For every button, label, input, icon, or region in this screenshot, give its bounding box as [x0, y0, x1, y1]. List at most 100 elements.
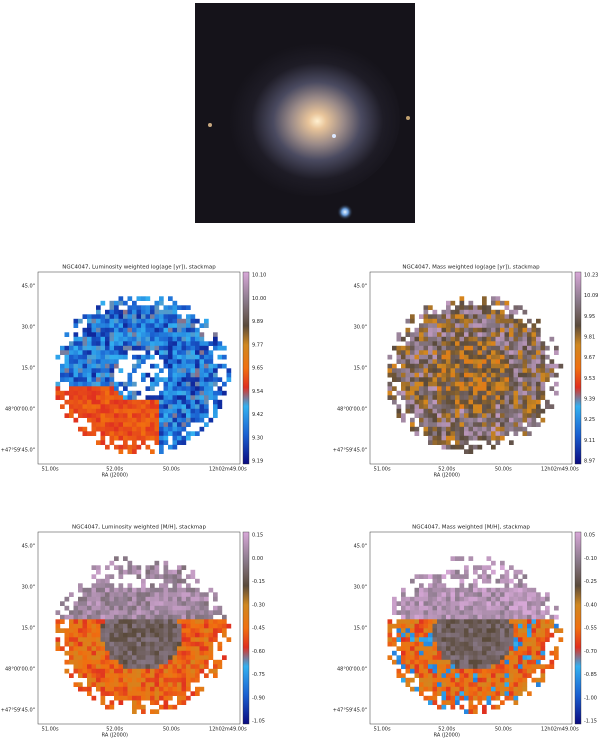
map-pixel — [455, 386, 460, 391]
map-pixel — [127, 583, 133, 588]
map-pixel — [87, 413, 92, 418]
map-pixel — [168, 332, 173, 337]
map-pixel — [513, 596, 519, 602]
map-pixel — [109, 381, 115, 387]
map-pixel — [486, 336, 492, 342]
map-pixel — [96, 565, 101, 570]
map-pixel — [96, 583, 101, 588]
map-pixel — [136, 641, 142, 647]
map-pixel — [105, 399, 110, 405]
map-pixel — [509, 619, 514, 624]
map-pixel — [414, 601, 420, 606]
map-pixel — [464, 449, 469, 454]
map-pixel — [172, 650, 178, 656]
map-pixel — [177, 345, 182, 351]
map-pixel — [154, 560, 160, 566]
map-pixel — [177, 354, 182, 360]
map-pixel — [495, 296, 501, 301]
map-pixel — [226, 377, 232, 382]
map-pixel — [100, 345, 106, 351]
map-pixel — [500, 341, 505, 346]
map-pixel — [522, 408, 528, 414]
map-pixel — [495, 372, 501, 378]
map-pixel — [69, 650, 74, 656]
map-pixel — [181, 700, 187, 705]
map-pixel — [141, 296, 146, 301]
map-pixel — [468, 704, 474, 710]
map-pixel — [154, 395, 160, 400]
map-pixel — [450, 637, 456, 642]
map-pixel — [163, 422, 169, 427]
map-pixel — [518, 659, 523, 665]
map-pixel — [141, 709, 146, 714]
map-pixel — [455, 637, 460, 642]
map-pixel — [136, 682, 142, 687]
map-pixel — [482, 431, 487, 436]
map-pixel — [96, 341, 101, 346]
map-pixel — [118, 296, 124, 301]
map-pixel — [105, 632, 110, 638]
map-pixel — [513, 700, 519, 705]
map-pixel — [450, 332, 456, 337]
map-pixel — [186, 377, 191, 382]
map-pixel — [477, 601, 483, 606]
map-pixel — [527, 341, 532, 346]
colorbar-label: 10.10 — [252, 273, 266, 279]
map-pixel — [145, 673, 151, 678]
map-pixel — [132, 614, 137, 620]
map-pixel — [55, 386, 61, 391]
map-pixel — [181, 587, 187, 593]
map-pixel — [401, 605, 406, 611]
map-pixel — [91, 601, 97, 606]
map-pixel — [486, 673, 492, 678]
map-pixel — [401, 659, 406, 665]
map-pixel — [491, 417, 496, 423]
map-pixel — [464, 404, 469, 409]
map-pixel — [181, 381, 187, 387]
map-pixel — [455, 592, 460, 597]
map-pixel — [536, 408, 541, 414]
map-pixel — [482, 305, 487, 310]
map-pixel — [91, 345, 97, 351]
map-pixel — [118, 350, 124, 355]
map-pixel — [91, 650, 97, 656]
map-pixel — [145, 632, 151, 638]
map-pixel — [419, 372, 424, 378]
map-pixel — [87, 327, 92, 333]
map-pixel — [500, 655, 505, 660]
map-pixel — [163, 345, 169, 351]
map-pixel — [450, 386, 456, 391]
map-pixel — [100, 363, 106, 369]
map-pixel — [428, 372, 433, 378]
map-pixel — [450, 426, 456, 432]
map-pixel — [132, 336, 137, 342]
map-pixel — [150, 354, 155, 360]
map-pixel — [392, 601, 397, 606]
map-pixel — [477, 413, 483, 418]
map-pixel — [414, 596, 420, 602]
map-pixel — [105, 404, 110, 409]
map-pixel — [482, 332, 487, 337]
map-pixel — [217, 619, 223, 624]
map-pixel — [500, 345, 505, 351]
map-pixel — [531, 659, 537, 665]
map-pixel — [73, 318, 79, 324]
map-pixel — [441, 390, 447, 396]
map-pixel — [73, 655, 79, 660]
map-pixel — [141, 359, 146, 364]
map-pixel — [432, 368, 438, 373]
map-pixel — [522, 395, 528, 400]
map-pixel — [172, 422, 178, 427]
map-pixel — [127, 628, 133, 633]
map-pixel — [554, 646, 559, 651]
map-pixel — [464, 686, 469, 692]
y-tick-label: 48°00'00.0" — [5, 407, 35, 413]
map-pixel — [531, 408, 537, 414]
map-pixel — [432, 592, 438, 597]
map-pixel — [464, 623, 469, 629]
map-pixel — [441, 345, 447, 351]
map-pixel — [401, 417, 406, 423]
map-pixel — [468, 426, 474, 432]
map-pixel — [154, 682, 160, 687]
map-pixel — [204, 345, 209, 351]
